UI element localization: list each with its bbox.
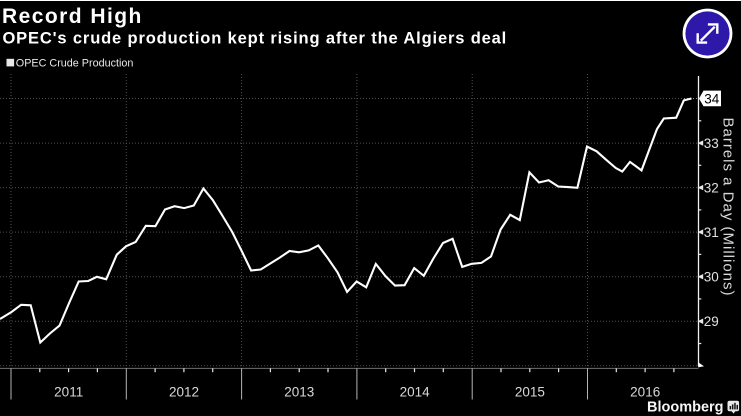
svg-text:OPEC's crude production kept r: OPEC's crude production kept rising afte… [3,29,508,47]
svg-text:2011: 2011 [54,385,83,400]
svg-text:Record High: Record High [2,5,143,28]
svg-text:OPEC Crude Production: OPEC Crude Production [16,58,134,70]
svg-text:2016: 2016 [630,385,660,400]
svg-text:34: 34 [704,91,720,106]
svg-text:32: 32 [704,180,719,195]
svg-text:2014: 2014 [400,385,431,400]
svg-text:Bloomberg: Bloomberg [647,400,724,416]
svg-text:31: 31 [704,225,719,240]
svg-text:30: 30 [704,270,719,285]
svg-text:Barrels a Day (Millions): Barrels a Day (Millions) [720,117,737,296]
svg-text:2013: 2013 [284,385,314,400]
svg-text:2012: 2012 [169,385,199,400]
svg-text:33: 33 [704,136,719,151]
svg-text:2015: 2015 [515,385,545,400]
svg-text:29: 29 [704,314,719,329]
